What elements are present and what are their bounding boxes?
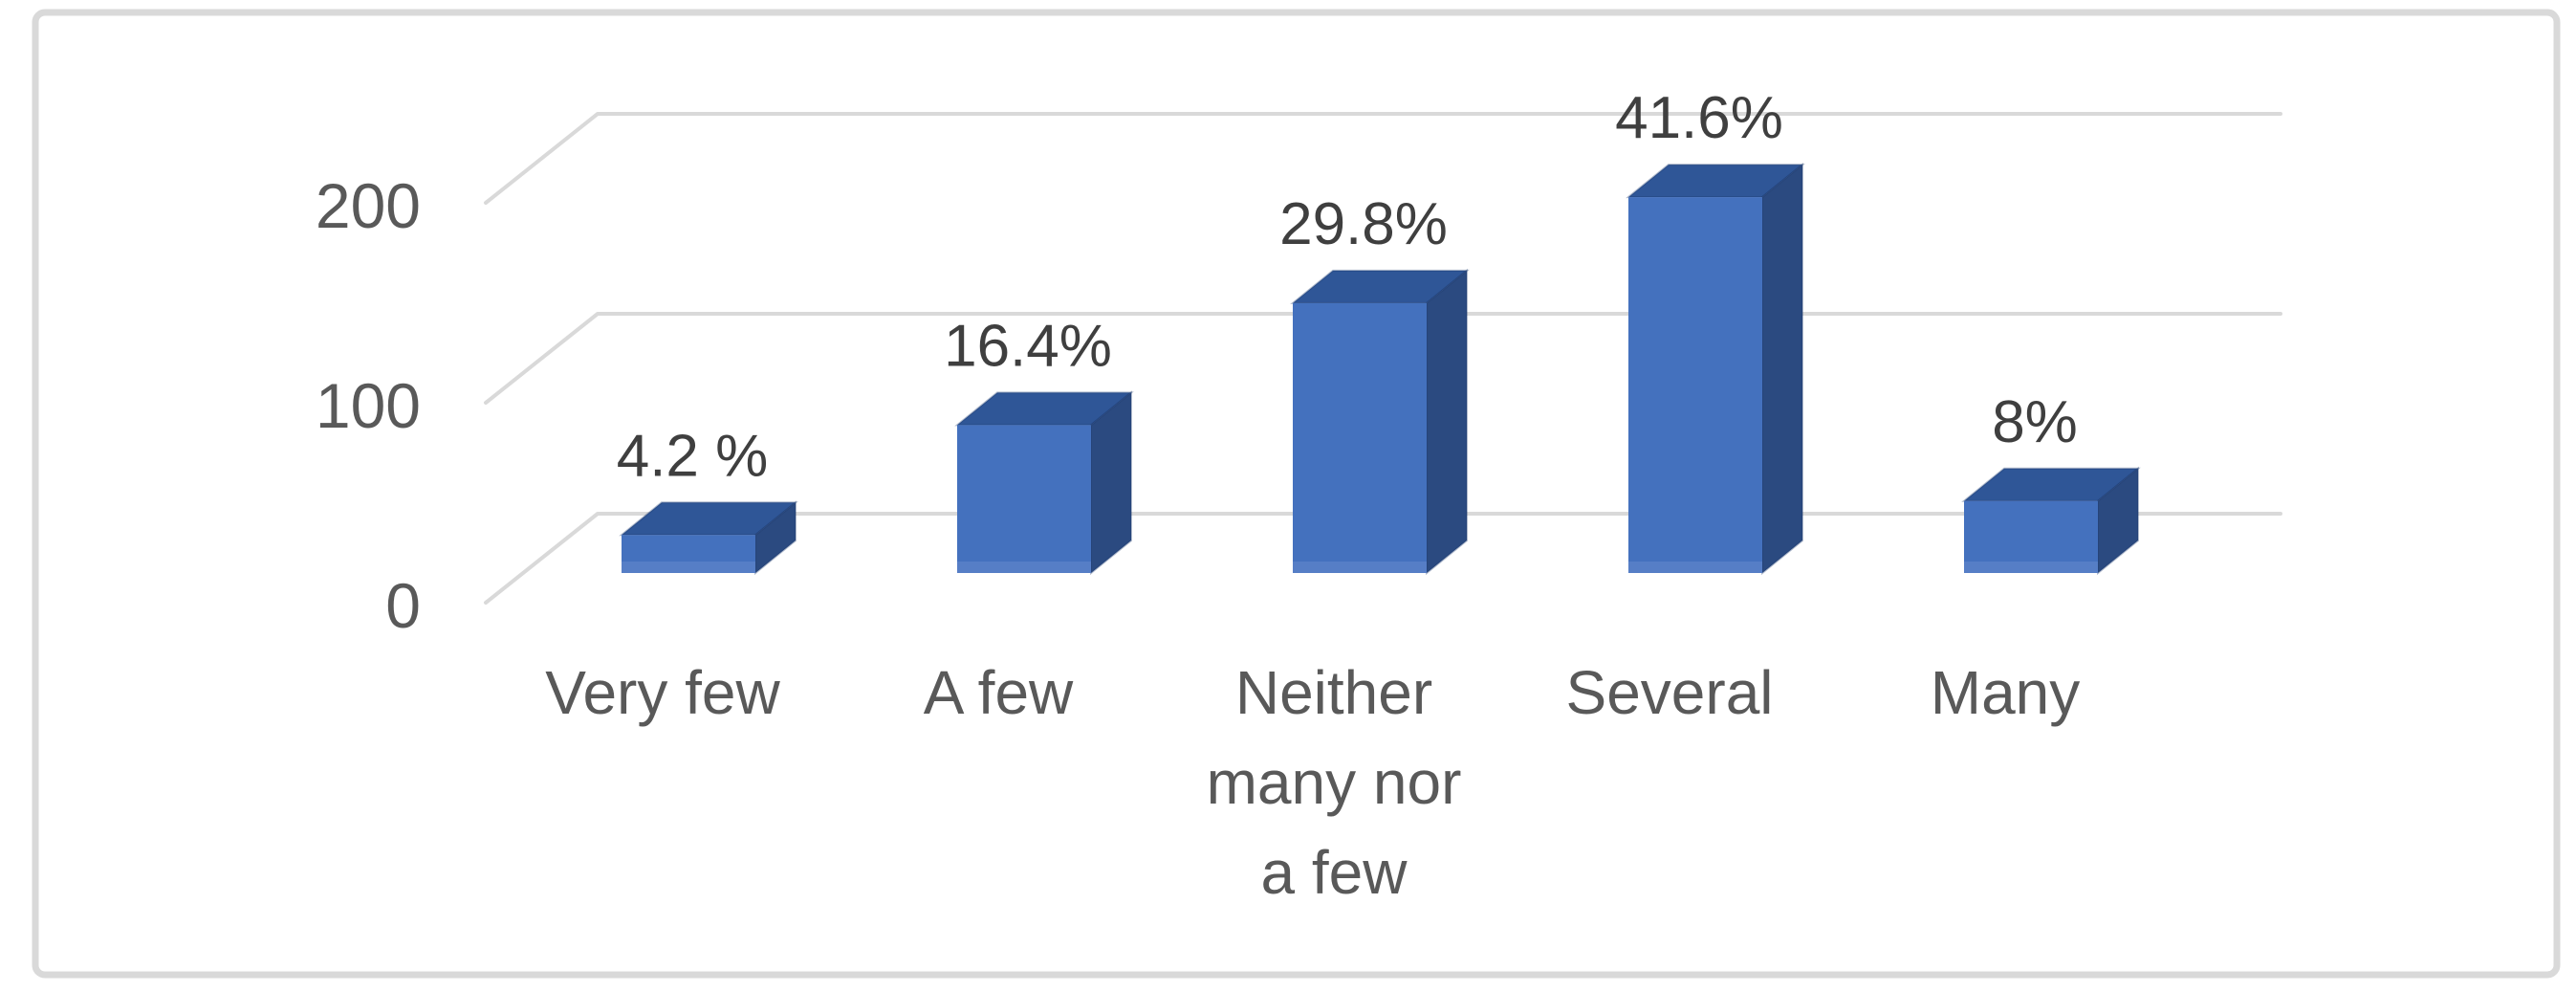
category-label: Neither many nor a few <box>1207 658 1462 907</box>
bar-side-face <box>1761 162 1803 576</box>
bars <box>619 162 2141 576</box>
bar-front-bottom-glow <box>1628 562 1762 573</box>
gridline-200 <box>484 112 2282 205</box>
bar-front-face <box>1964 500 2098 573</box>
y-axis-labels: 0 100 200 <box>316 170 421 641</box>
bar-front-bottom-glow <box>1293 562 1427 573</box>
bar-front-face <box>622 535 755 573</box>
y-tick-label: 0 <box>385 570 421 641</box>
bar-front-bottom-glow <box>622 562 755 573</box>
bar-front-bottom-glow <box>1964 562 2098 573</box>
y-tick-label: 200 <box>316 170 421 241</box>
data-label: 41.6% <box>1615 85 1783 151</box>
data-labels: 4.2 % 16.4% 29.8% 41.6% 8% <box>617 85 2078 489</box>
category-label: Many <box>1931 658 2081 727</box>
category-label: Several <box>1566 658 1774 727</box>
bar-4 <box>1626 162 1805 576</box>
bar-front-face <box>957 425 1091 573</box>
bar-front-bottom-glow <box>957 562 1091 573</box>
bar-front-face <box>1628 197 1762 573</box>
bar-front-face <box>1293 302 1427 573</box>
data-label: 29.8% <box>1279 191 1448 257</box>
data-label: 8% <box>1992 389 2078 455</box>
category-label: Very few <box>545 658 780 727</box>
bar-1 <box>619 500 798 576</box>
y-tick-label: 100 <box>316 370 421 441</box>
category-labels: Very few A few Neither many nor a few Several… <box>545 658 2080 907</box>
category-label: A few <box>924 658 1074 727</box>
bar-side-face <box>1426 268 1468 576</box>
bar-3 <box>1290 268 1470 576</box>
bar-2 <box>954 390 1134 576</box>
data-label: 4.2 % <box>617 423 769 489</box>
data-label: 16.4% <box>944 313 1112 379</box>
bar-side-face <box>1090 390 1132 576</box>
bar-5 <box>1961 466 2141 576</box>
